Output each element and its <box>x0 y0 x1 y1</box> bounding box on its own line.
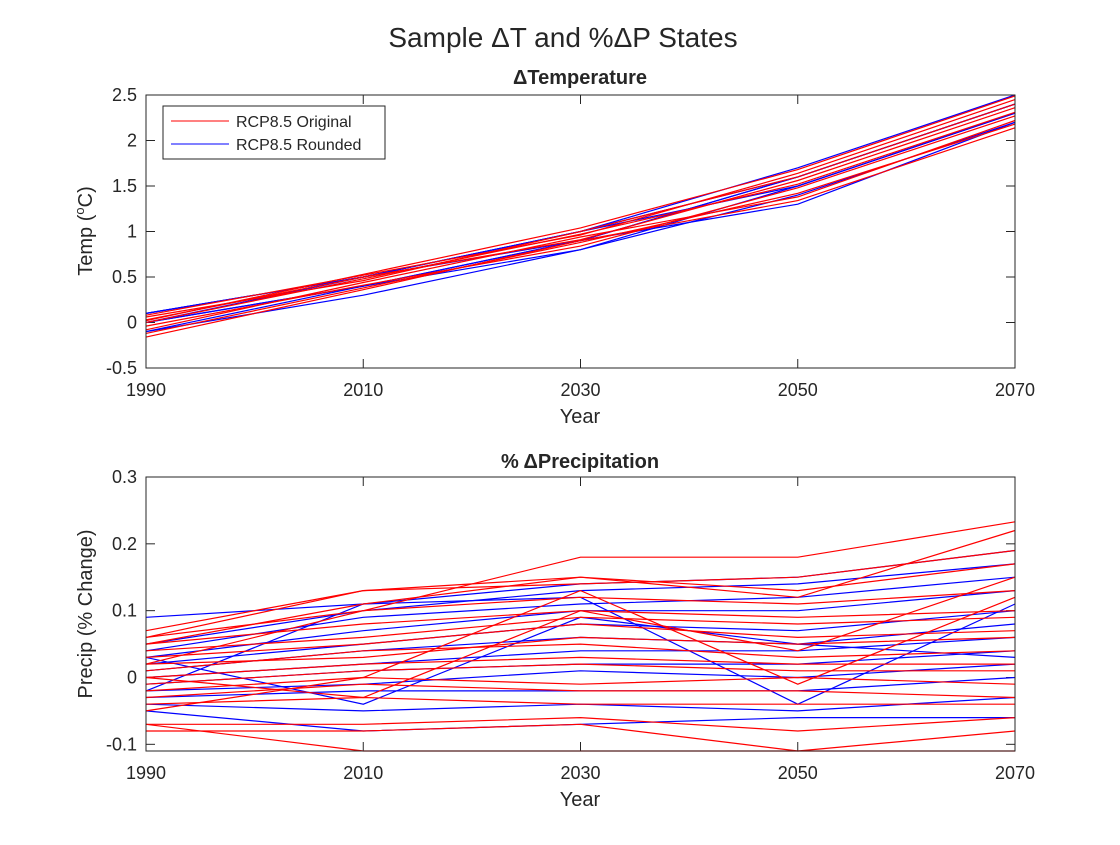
series-line-original <box>145 127 1016 338</box>
temperature-series-lines <box>145 94 1016 338</box>
precipitation-ticks: 1990 2010 2030 2050 2070 -0.1 0 0.1 0.2 0.3 <box>106 467 1035 783</box>
series-line-original <box>145 576 1016 699</box>
precipitation-series-lines <box>145 521 1016 752</box>
x-tick-label: 2030 <box>560 763 600 783</box>
series-line-original <box>145 99 1016 316</box>
legend-label-rounded: RCP8.5 Rounded <box>236 137 361 154</box>
series-line-original <box>145 95 1016 322</box>
series-line-original <box>145 663 1015 685</box>
precipitation-y-label: Precip (% Change) <box>75 530 97 699</box>
precipitation-axes-box <box>145 476 1016 752</box>
series-line-original <box>145 636 1016 665</box>
series-line-original <box>145 111 1016 324</box>
y-tick-label: 0.3 <box>112 467 137 487</box>
y-tick-label: 0 <box>127 667 137 687</box>
x-tick-label: 2010 <box>343 380 383 400</box>
y-tick-label: 0 <box>127 313 137 333</box>
legend-box <box>162 105 386 160</box>
series-line-original <box>145 549 1016 632</box>
series-line-original <box>145 590 1016 638</box>
y-tick-label: 0.1 <box>112 601 137 621</box>
x-tick-label: 2070 <box>995 380 1035 400</box>
y-tick-label: 2 <box>127 131 137 151</box>
y-tick-label: 0.2 <box>112 534 137 554</box>
series-line-original <box>145 123 1016 334</box>
y-tick-label: 0.5 <box>112 267 137 287</box>
x-tick-label: 2030 <box>560 380 600 400</box>
series-line-original <box>145 521 1016 665</box>
series-line-rounded <box>145 663 1016 692</box>
series-line-original <box>145 696 1015 705</box>
series-line-original <box>145 589 1016 712</box>
x-tick-label: 1990 <box>126 380 166 400</box>
y-tick-label: 1.5 <box>112 176 137 196</box>
series-line-original <box>145 623 1016 658</box>
y-tick-label: 1 <box>127 222 137 242</box>
series-line-original <box>145 529 1016 645</box>
legend: RCP8.5 Original RCP8.5 Rounded <box>162 105 386 160</box>
x-tick-label: 2050 <box>778 380 818 400</box>
temperature-title: ΔTemperature <box>513 67 647 89</box>
precipitation-x-label: Year <box>560 789 601 811</box>
series-line-original <box>145 107 1016 321</box>
y-tick-label: -0.5 <box>106 358 137 378</box>
x-tick-label: 2050 <box>778 763 818 783</box>
series-line-original <box>145 676 1016 692</box>
x-tick-label: 2010 <box>343 763 383 783</box>
precipitation-title: % ΔPrecipitation <box>501 451 659 473</box>
series-line-original <box>145 656 1015 679</box>
precipitation-panel: 1990 2010 2030 2050 2070 -0.1 0 0.1 0.2 0.3 % ΔPr… <box>75 451 1035 811</box>
temperature-axes-box <box>145 94 1016 369</box>
legend-label-original: RCP8.5 Original <box>236 114 352 131</box>
precipitation-plot-area <box>146 477 1015 751</box>
series-line-original <box>145 115 1016 327</box>
temperature-panel: 1990 2010 2030 2050 2070 -0.5 0 0.5 1 1.5 2 2.5 ΔTe… <box>72 67 1035 428</box>
temperature-x-label: Year <box>560 406 601 428</box>
series-line-original <box>146 716 1016 732</box>
series-line-original <box>145 103 1016 318</box>
y-tick-label: -0.1 <box>106 734 137 754</box>
x-tick-label: 2070 <box>995 763 1035 783</box>
x-tick-label: 1990 <box>126 763 166 783</box>
temperature-y-label: Temp (oC) <box>72 186 97 275</box>
figure-title: Sample ΔT and %ΔP States <box>388 22 737 53</box>
series-line-original <box>145 616 1016 652</box>
y-tick-label: 2.5 <box>112 85 137 105</box>
